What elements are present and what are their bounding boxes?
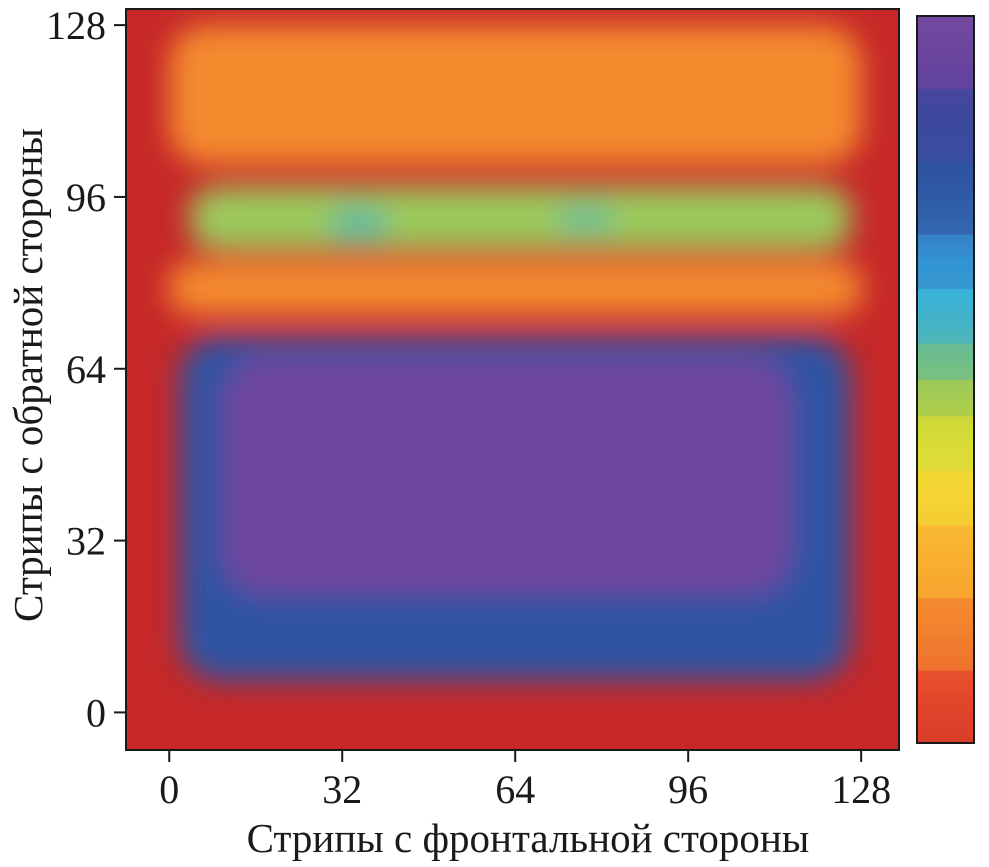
y-axis-title: Стрипы с обратной стороны bbox=[5, 128, 51, 622]
colorbar-band bbox=[917, 197, 974, 217]
colorbar-band bbox=[917, 143, 974, 162]
heat-region-upper-band bbox=[190, 186, 851, 251]
colorbar-band bbox=[917, 252, 974, 271]
colorbar-band bbox=[917, 579, 974, 599]
colorbar-band bbox=[917, 470, 974, 490]
heat-region-peak-max bbox=[482, 400, 591, 434]
colorbar-band bbox=[917, 34, 974, 53]
colorbar-band bbox=[917, 161, 974, 181]
colorbar-band bbox=[917, 615, 974, 635]
colorbar-bands bbox=[917, 16, 974, 744]
heatmap-layers bbox=[169, 25, 862, 681]
colorbar-band bbox=[917, 670, 974, 689]
colorbar-band bbox=[917, 215, 974, 235]
colorbar-band bbox=[917, 652, 974, 671]
plot-area bbox=[125, 8, 900, 751]
colorbar-band bbox=[917, 106, 974, 126]
colorbar-band bbox=[917, 452, 974, 471]
colorbar-band bbox=[917, 379, 974, 399]
y-tick-label: 96 bbox=[66, 175, 106, 220]
heat-region-upper-band-spot-right bbox=[558, 207, 613, 230]
heat-region-top-edge-region bbox=[169, 25, 862, 165]
colorbar-band bbox=[917, 724, 974, 744]
colorbar-band bbox=[917, 306, 974, 326]
colorbar-band bbox=[917, 688, 974, 708]
colorbar-band bbox=[917, 561, 974, 580]
x-tick-label: 0 bbox=[159, 767, 179, 812]
colorbar-band bbox=[917, 125, 974, 144]
colorbar-band bbox=[917, 324, 974, 344]
colorbar-band bbox=[917, 488, 974, 508]
y-axis: 0 32 64 96 128 bbox=[46, 3, 126, 735]
heat-region-upper-band-spot-left bbox=[331, 207, 386, 240]
heat-region-gap-band bbox=[169, 261, 862, 316]
colorbar-band bbox=[917, 88, 974, 108]
colorbar-band bbox=[917, 706, 974, 726]
colorbar-band bbox=[917, 506, 974, 526]
x-tick-label: 64 bbox=[495, 767, 535, 812]
colorbar-band bbox=[917, 597, 974, 617]
colorbar-frame bbox=[916, 15, 975, 744]
x-tick-label: 96 bbox=[668, 767, 708, 812]
colorbar-band bbox=[917, 397, 974, 417]
y-tick-label: 64 bbox=[66, 347, 106, 392]
y-tick-label: 0 bbox=[86, 690, 106, 735]
colorbar-band bbox=[917, 543, 974, 562]
x-tick-label: 32 bbox=[322, 767, 362, 812]
colorbar-band bbox=[917, 361, 974, 380]
colorbar bbox=[916, 15, 975, 744]
x-axis: 0 32 64 96 128 bbox=[159, 750, 891, 812]
colorbar-band bbox=[917, 633, 974, 653]
heat-region-peak-core bbox=[223, 358, 791, 595]
colorbar-band bbox=[917, 52, 974, 72]
y-tick-label: 32 bbox=[66, 519, 106, 564]
colorbar-band bbox=[917, 234, 974, 253]
y-tick-label: 128 bbox=[46, 3, 106, 48]
colorbar-band bbox=[917, 16, 974, 35]
x-tick-label: 128 bbox=[831, 767, 891, 812]
colorbar-band bbox=[917, 415, 974, 435]
colorbar-band bbox=[917, 434, 974, 453]
x-axis-title: Стрипы с фронтальной стороны bbox=[247, 815, 810, 861]
plot-frame bbox=[125, 8, 900, 751]
colorbar-band bbox=[917, 179, 974, 199]
colorbar-band bbox=[917, 270, 974, 290]
colorbar-band bbox=[917, 70, 974, 90]
colorbar-band bbox=[917, 343, 974, 362]
colorbar-band bbox=[917, 288, 974, 308]
colorbar-band bbox=[917, 524, 974, 544]
